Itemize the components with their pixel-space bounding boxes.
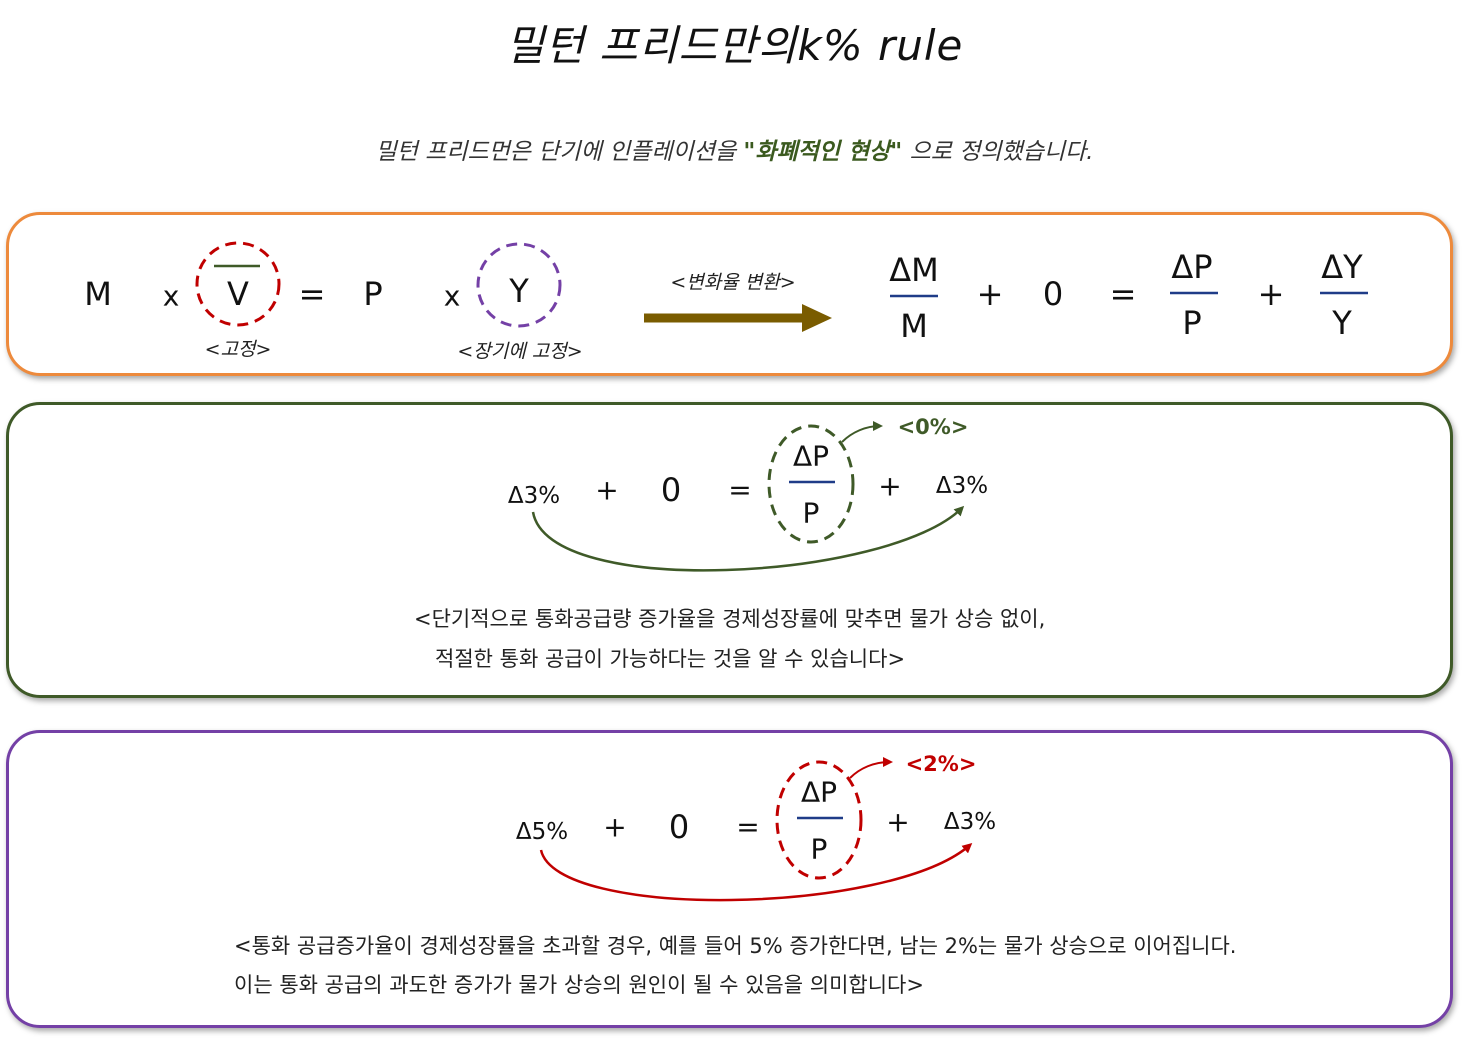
explanation-line-2: 적절한 통화 공급이 가능하다는 것을 알 수 있습니다> xyxy=(435,647,906,671)
p-denominator: P xyxy=(802,496,820,530)
plus-sign: + xyxy=(886,805,910,839)
multiply-sign: x xyxy=(162,279,180,313)
delta-m-numerator: ΔM xyxy=(889,251,939,289)
transform-arrow-head xyxy=(802,304,832,332)
multiply-sign: x xyxy=(443,279,461,313)
excess-growth-panel xyxy=(6,730,1453,1028)
inflation-result-label: <2%> xyxy=(905,752,977,776)
delta-p-numerator: ΔP xyxy=(800,775,838,809)
m-denominator: M xyxy=(900,307,928,345)
plus-sign: + xyxy=(1257,275,1285,313)
zero-term: 0 xyxy=(1042,275,1064,313)
p-denominator: P xyxy=(810,832,828,866)
fixed-label: <고정> xyxy=(204,338,272,361)
long-run-fixed-label: <장기에 고정> xyxy=(457,340,583,363)
output-growth-value: Δ3% xyxy=(935,473,989,499)
page-subtitle: 밀턴 프리드먼은 단기에 인플레이션을 "화폐적인 현상" 으로 정의했습니다. xyxy=(0,132,1469,166)
delta-p-numerator: ΔP xyxy=(792,439,830,473)
plus-sign: + xyxy=(878,469,902,503)
curved-arrow xyxy=(531,505,965,572)
result-arrow xyxy=(841,421,883,443)
inflation-result-label: <0%> xyxy=(897,415,969,439)
price-change-ellipse xyxy=(775,760,863,880)
money-growth-value: Δ3% xyxy=(507,483,561,509)
curved-arrow xyxy=(539,843,973,902)
subtitle-highlight: "화폐적인 현상" xyxy=(743,139,903,165)
delta-p-numerator: ΔP xyxy=(1171,248,1213,286)
money-symbol: M xyxy=(84,275,112,313)
equals-sign: = xyxy=(1109,275,1137,313)
delta-y-numerator: ΔY xyxy=(1321,248,1363,286)
result-arrow xyxy=(849,757,893,779)
y-denominator: Y xyxy=(1332,304,1352,342)
equals-sign: = xyxy=(736,810,760,844)
balanced-growth-panel xyxy=(6,402,1453,698)
output-circle xyxy=(476,242,562,328)
equals-sign: = xyxy=(298,275,326,313)
velocity-circle xyxy=(195,241,281,327)
plus-sign: + xyxy=(603,810,627,844)
output-symbol: Y xyxy=(509,272,529,310)
velocity-symbol: V xyxy=(227,275,249,313)
p-denominator: P xyxy=(1182,304,1202,342)
explanation-line-2: 이는 통화 공급의 과도한 증가가 물가 상승의 원인이 될 수 있음을 의미합… xyxy=(234,973,924,997)
transform-label: <변화율 변환> xyxy=(670,271,796,294)
zero-term: 0 xyxy=(660,471,682,509)
plus-sign: + xyxy=(595,473,619,507)
equals-sign: = xyxy=(728,473,752,507)
price-change-ellipse xyxy=(767,424,855,544)
subtitle-suffix: 으로 정의했습니다. xyxy=(902,139,1094,165)
page-title: 밀턴 프리드만의k% rule xyxy=(505,21,964,70)
explanation-line-1: <통화 공급증가율이 경제성장률을 초과할 경우, 예를 들어 5% 증가한다면… xyxy=(234,934,1237,958)
plus-sign: + xyxy=(976,275,1004,313)
zero-term: 0 xyxy=(668,808,690,846)
price-symbol: P xyxy=(363,275,383,313)
money-growth-value: Δ5% xyxy=(515,819,569,845)
explanation-line-1: <단기적으로 통화공급량 증가율을 경제성장률에 맞추면 물가 상승 없이, xyxy=(414,607,1046,631)
output-growth-value: Δ3% xyxy=(943,809,997,835)
subtitle-prefix: 밀턴 프리드먼은 단기에 인플레이션을 xyxy=(375,139,744,165)
